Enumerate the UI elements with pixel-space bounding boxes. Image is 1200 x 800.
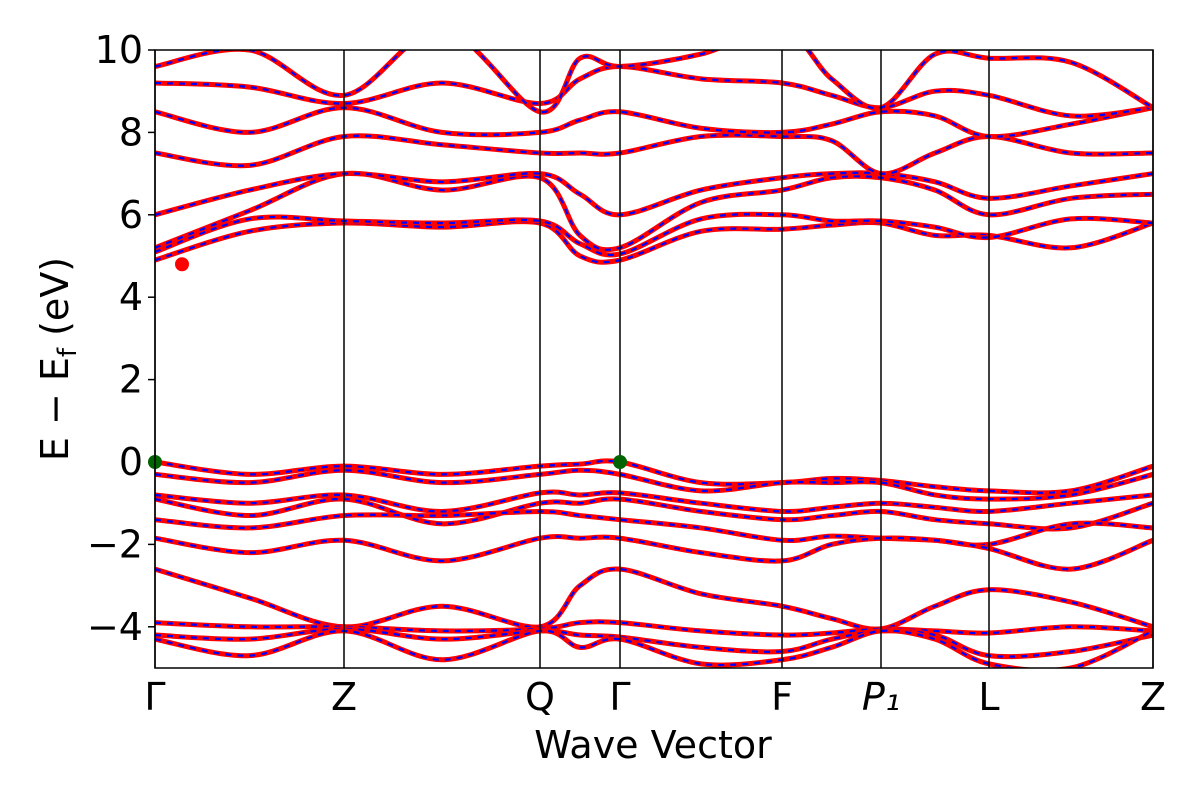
band-line-dashed <box>155 627 1153 658</box>
y-tick-label: 6 <box>119 193 143 237</box>
band-line-dashed <box>155 490 1153 513</box>
x-tick-label: P₁ <box>862 675 900 719</box>
y-tick-label: 10 <box>95 28 143 72</box>
y-tick-label: 4 <box>119 275 143 319</box>
x-tick-label: Q <box>525 675 555 719</box>
plot-area <box>155 50 1153 668</box>
x-tick-label: F <box>771 675 793 719</box>
y-tick-label: 0 <box>119 440 143 484</box>
x-tick-label: Z <box>331 675 357 719</box>
band-line <box>155 534 1153 572</box>
y-axis-label: E − Ef (eV) <box>33 257 83 461</box>
x-tick-label: Γ <box>144 675 165 719</box>
y-tick-label: −2 <box>87 522 143 566</box>
y-axis-label-sub: f <box>53 347 83 357</box>
y-tick-label: −4 <box>87 605 143 649</box>
band-line-dashed <box>155 213 1153 257</box>
band-line-dashed <box>155 497 1153 531</box>
band-line <box>155 170 1153 218</box>
band-edge-point <box>175 257 189 272</box>
x-tick-label: Γ <box>609 675 630 719</box>
plot-frame <box>154 49 1154 669</box>
band-line <box>155 63 1153 119</box>
band-line <box>155 566 1153 632</box>
band-line-dashed <box>155 220 1153 264</box>
band-line-dashed <box>155 65 1153 118</box>
band-line-dashed <box>155 172 1153 251</box>
band-line <box>155 508 1153 548</box>
band-line-dashed <box>155 469 1153 501</box>
y-tick-label: 2 <box>119 358 143 402</box>
band-line-dashed <box>155 459 1153 494</box>
x-tick-label: Z <box>1140 675 1166 719</box>
x-tick-label: L <box>978 675 999 719</box>
band-line-dashed <box>155 134 1153 175</box>
band-line <box>155 132 1153 177</box>
band-edge-point <box>613 455 627 469</box>
band-line-dashed <box>155 50 1153 113</box>
y-axis-label-main: E − E <box>33 357 77 461</box>
band-line-dashed <box>155 106 1153 138</box>
band-line <box>155 105 1153 140</box>
band-line-dashed <box>155 629 1153 668</box>
y-tick-label: 8 <box>119 110 143 154</box>
x-axis-label: Wave Vector <box>534 723 772 767</box>
y-axis-label-unit: (eV) <box>33 257 77 348</box>
